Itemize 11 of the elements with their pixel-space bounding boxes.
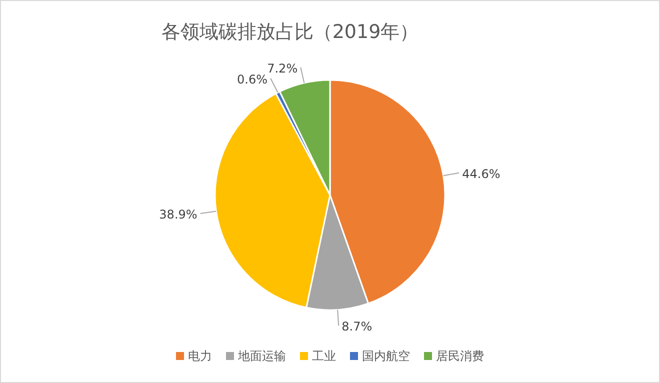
chart-title: 各领域碳排放占比（2019年）: [161, 21, 419, 43]
data-label: 38.9%: [159, 207, 198, 222]
legend-label: 国内航空: [362, 349, 410, 363]
data-label: 8.7%: [342, 320, 372, 334]
data-label: 0.6%: [237, 72, 268, 86]
legend-label: 地面运输: [237, 349, 286, 363]
legend-label: 工业: [312, 349, 336, 363]
legend-label: 居民消费: [436, 349, 484, 363]
data-label: 7.2%: [267, 61, 298, 76]
legend-label: 电力: [188, 349, 212, 363]
data-label: 44.6%: [462, 166, 500, 181]
